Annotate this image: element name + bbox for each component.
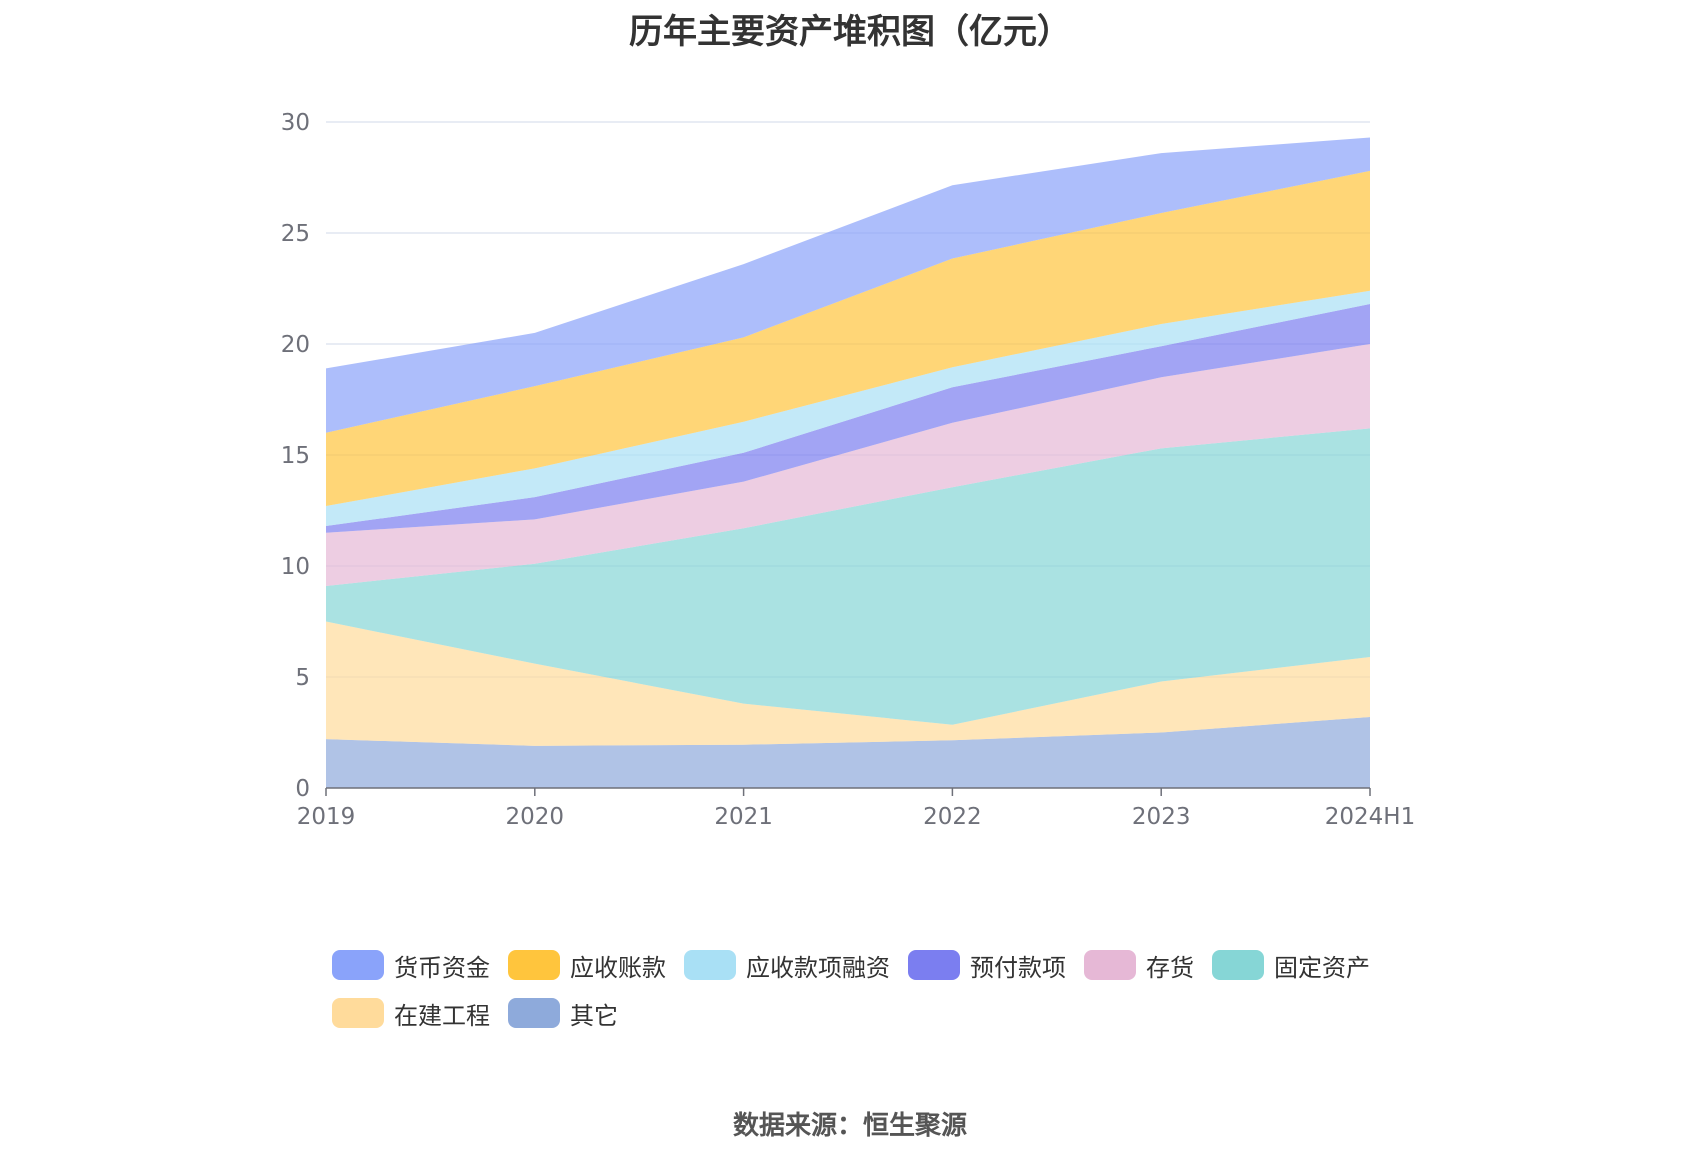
legend-label: 应收账款	[570, 953, 666, 982]
legend-item[interactable]: 应收账款	[508, 948, 666, 982]
legend-swatch	[1212, 950, 1264, 980]
y-tick-label: 5	[295, 665, 310, 691]
legend-item[interactable]: 预付款项	[908, 948, 1066, 982]
x-tick-label: 2023	[1132, 804, 1191, 830]
area-series-2[interactable]	[326, 428, 1370, 725]
y-tick-label: 30	[281, 110, 310, 136]
legend-item[interactable]: 在建工程	[332, 996, 490, 1030]
legend: 货币资金 应收账款 应收款项融资 预付款项 存货 固定资产在建工程 其它	[332, 948, 1412, 1044]
legend-swatch	[684, 950, 736, 980]
chart-title: 历年主要资产堆积图（亿元）	[629, 12, 1071, 52]
legend-swatch	[332, 950, 384, 980]
legend-label: 预付款项	[970, 953, 1066, 982]
x-tick-label: 2019	[297, 804, 356, 830]
area-series-1[interactable]	[326, 621, 1370, 746]
legend-label: 应收款项融资	[746, 953, 890, 982]
axes: 0 5 10 15 20 25 30 2019 2020 2021 2022 2023 2024H1	[281, 110, 1416, 830]
y-tick-label: 20	[281, 332, 310, 358]
y-tick-label: 0	[295, 776, 310, 802]
legend-item[interactable]: 固定资产	[1212, 948, 1370, 982]
legend-swatch	[332, 998, 384, 1028]
legend-label: 其它	[570, 1001, 618, 1030]
y-tick-label: 25	[281, 221, 310, 247]
y-tick-label: 15	[281, 443, 310, 469]
area-series-7[interactable]	[326, 137, 1370, 433]
legend-swatch	[1084, 950, 1136, 980]
legend-label: 存货	[1146, 953, 1194, 982]
legend-swatch	[508, 950, 560, 980]
chart-plot: 0 5 10 15 20 25 30 2019 2020 2021 2022 2023 2024H1	[281, 110, 1416, 830]
area-series-3[interactable]	[326, 344, 1370, 586]
area-series-group	[326, 137, 1370, 788]
legend-item[interactable]: 货币资金	[332, 948, 490, 982]
legend-swatch	[908, 950, 960, 980]
area-series-4[interactable]	[326, 304, 1370, 533]
x-tick-label: 2024H1	[1325, 804, 1415, 830]
legend-item[interactable]: 存货	[1084, 948, 1194, 982]
area-series-5[interactable]	[326, 290, 1370, 527]
legend-label: 货币资金	[394, 953, 490, 982]
source-note: 数据来源：恒生聚源	[732, 1111, 967, 1141]
area-series-0[interactable]	[326, 716, 1370, 788]
legend-label: 在建工程	[394, 1001, 490, 1030]
legend-item[interactable]: 其它	[508, 996, 618, 1030]
area-series-6[interactable]	[326, 170, 1370, 507]
legend-swatch	[508, 998, 560, 1028]
y-tick-label: 10	[281, 554, 310, 580]
legend-item[interactable]: 应收款项融资	[684, 948, 890, 982]
x-tick-label: 2022	[923, 804, 982, 830]
x-tick-label: 2021	[714, 804, 773, 830]
x-tick-label: 2020	[506, 804, 565, 830]
legend-label: 固定资产	[1274, 953, 1370, 982]
